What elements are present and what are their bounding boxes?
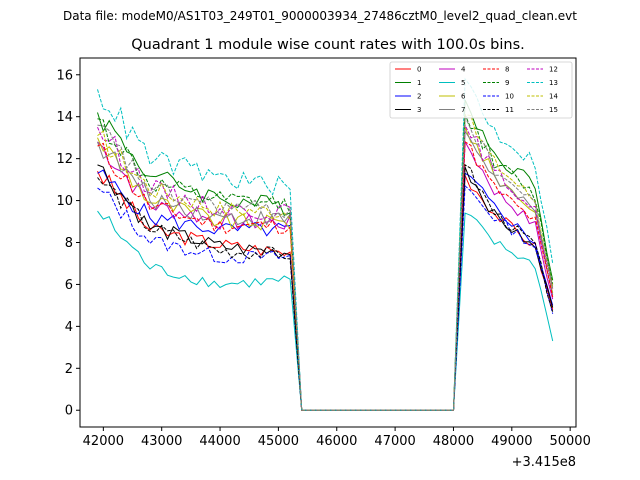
series-line-14: [97, 114, 554, 411]
y-tick-label: 10: [56, 194, 73, 209]
legend-label-3: 3: [417, 106, 421, 114]
x-tick-label: 50000: [549, 434, 590, 449]
x-axis: 42000 43000 44000 45000 46000 47000 48000 49000…: [83, 427, 591, 449]
legend-label-0: 0: [417, 66, 421, 74]
series-line-12: [97, 124, 554, 411]
legend-label-5: 5: [461, 79, 465, 87]
series-line-15: [97, 116, 554, 411]
legend-label-15: 15: [549, 106, 558, 114]
series-line-8: [97, 141, 554, 411]
y-tick-label: 2: [65, 362, 73, 377]
series-layer: [97, 77, 554, 411]
legend-frame: [389, 61, 573, 119]
x-tick-label: 47000: [374, 434, 415, 449]
legend-label-8: 8: [505, 66, 509, 74]
x-tick-label: 45000: [258, 434, 299, 449]
legend-label-4: 4: [461, 66, 466, 74]
x-tick-label: 44000: [199, 434, 240, 449]
legend-label-10: 10: [505, 93, 514, 101]
y-tick-label: 0: [65, 404, 73, 419]
legend-label-6: 6: [461, 93, 466, 101]
x-tick-label: 43000: [141, 434, 182, 449]
y-axis: 0 2 4 6 8 10 12 14 16: [56, 68, 80, 419]
y-tick-label: 8: [65, 236, 73, 251]
legend-label-7: 7: [461, 106, 465, 114]
x-tick-label: 49000: [491, 434, 532, 449]
plot-frame: [79, 57, 577, 428]
y-tick-label: 4: [65, 320, 73, 335]
x-tick-label: 48000: [433, 434, 474, 449]
legend-label-9: 9: [505, 79, 509, 87]
legend-label-11: 11: [505, 106, 514, 114]
y-tick-label: 14: [56, 110, 73, 125]
x-tick-label: 42000: [83, 434, 124, 449]
x-offset-label: +3.415e8: [512, 455, 576, 470]
legend-label-1: 1: [417, 79, 421, 87]
legend-label-13: 13: [549, 79, 558, 87]
x-tick-label: 46000: [316, 434, 357, 449]
legend-label-14: 14: [549, 93, 558, 101]
y-tick-label: 12: [56, 152, 73, 167]
y-tick-label: 16: [56, 68, 73, 83]
chart-title: Quadrant 1 module wise count rates with …: [131, 37, 525, 53]
legend-label-2: 2: [417, 93, 421, 101]
legend-label-12: 12: [549, 66, 558, 74]
figure-suptitle: Data file: modeM0/AS1T03_249T01_90000039…: [63, 9, 577, 23]
y-tick-label: 6: [65, 278, 73, 293]
